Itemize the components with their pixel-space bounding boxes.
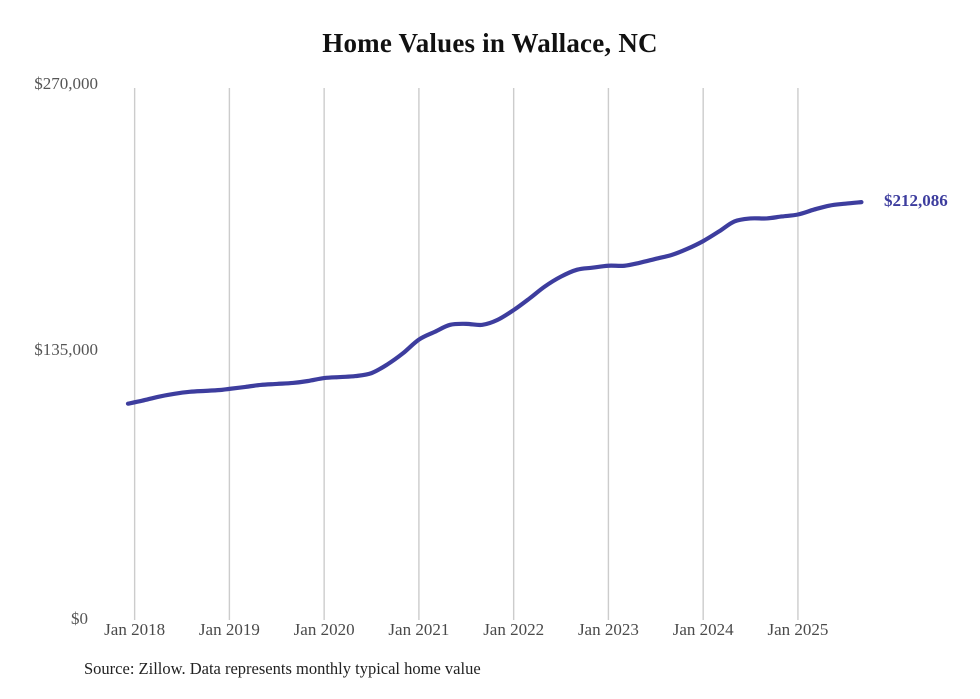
end-value-callout-label: $212,086 xyxy=(884,191,948,211)
x-axis-tick-label: Jan 2022 xyxy=(483,620,545,639)
x-axis-tick-label: Jan 2020 xyxy=(293,620,355,639)
x-axis-tick-label: Jan 2024 xyxy=(672,620,734,639)
x-axis-tick-label: Jan 2019 xyxy=(198,620,260,639)
x-axis-tick-label: Jan 2025 xyxy=(767,620,829,639)
x-axis-tick-label: Jan 2018 xyxy=(104,620,166,639)
x-axis-tick-label: Jan 2023 xyxy=(577,620,639,639)
y-axis-tick-label-bottom: $0 xyxy=(71,609,88,628)
chart-title: Home Values in Wallace, NC xyxy=(322,28,658,58)
x-axis-tick-label: Jan 2021 xyxy=(388,620,450,639)
y-axis-tick-label-top: $270,000 xyxy=(34,74,98,93)
vertical-gridlines xyxy=(133,88,799,620)
source-note: Source: Zillow. Data represents monthly … xyxy=(84,659,481,678)
y-axis-tick-label-middle: $135,000 xyxy=(34,340,98,359)
home-value-line-series xyxy=(125,200,864,406)
